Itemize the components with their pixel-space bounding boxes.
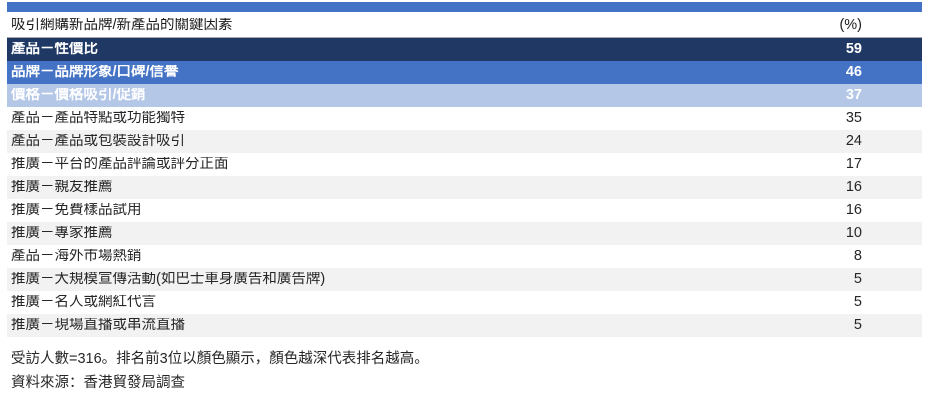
row-label: 推廣－現場直播或串流直播 <box>11 318 185 333</box>
table-row: 推廣－平台的產品評論或評分正面 17 <box>7 153 922 176</box>
row-value: 37 <box>845 87 862 104</box>
row-value: 17 <box>845 156 862 173</box>
table-row: 推廣－免費樣品試用 16 <box>7 199 922 222</box>
table-row: 產品－性價比 59 <box>7 38 922 61</box>
row-label: 產品－產品特點或功能獨特 <box>11 111 185 126</box>
row-label: 推廣－大規模宣傳活動(如巴士車身廣告和廣告牌) <box>11 272 326 287</box>
row-value: 24 <box>845 133 862 150</box>
row-value: 35 <box>845 110 862 127</box>
row-label: 推廣－專家推薦 <box>11 226 113 241</box>
row-label: 品牌－品牌形象/口碑/信譽 <box>11 65 179 80</box>
table-row: 產品－產品特點或功能獨特 35 <box>7 107 922 130</box>
row-label: 產品－海外市場熱銷 <box>11 249 142 264</box>
table-row: 推廣－大規模宣傳活動(如巴士車身廣告和廣告牌) 5 <box>7 268 922 291</box>
row-value: 59 <box>845 41 862 58</box>
table-header-row: 吸引網購新品牌/新產品的關鍵因素 (%) <box>7 14 922 38</box>
table-row: 推廣－名人或網紅代言 5 <box>7 291 922 314</box>
row-label: 推廣－名人或網紅代言 <box>11 295 156 310</box>
row-value: 5 <box>853 271 862 288</box>
table-header-title: 吸引網購新品牌/新產品的關鍵因素 <box>11 18 233 33</box>
row-value: 8 <box>853 248 862 265</box>
row-value: 10 <box>845 225 862 242</box>
row-value: 46 <box>845 64 862 81</box>
table-row: 品牌－品牌形象/口碑/信譽 46 <box>7 61 922 84</box>
figure-notes: 受訪人數=316。排名前3位以顏色顯示，顏色越深代表排名越高。 資料來源：香港貿… <box>7 347 922 395</box>
table-row: 推廣－親友推薦 16 <box>7 176 922 199</box>
table-body: 產品－性價比 59 品牌－品牌形象/口碑/信譽 46 價格－價格吸引/促銷 37 產品－產品… <box>7 38 922 337</box>
accent-top-bar <box>7 2 922 12</box>
row-label: 推廣－平台的產品評論或評分正面 <box>11 157 229 172</box>
table-row: 產品－產品或包裝設計吸引 24 <box>7 130 922 153</box>
note-base: 受訪人數=316。排名前3位以顏色顯示，顏色越深代表排名越高。 <box>11 351 429 367</box>
table-row: 價格－價格吸引/促銷 37 <box>7 84 922 107</box>
table-row: 推廣－現場直播或串流直播 5 <box>7 314 922 337</box>
row-label: 產品－產品或包裝設計吸引 <box>11 134 185 149</box>
row-value: 5 <box>853 294 862 311</box>
row-label: 推廣－免費樣品試用 <box>11 203 142 218</box>
table-header-unit: (%) <box>839 17 862 34</box>
table-row: 推廣－專家推薦 10 <box>7 222 922 245</box>
row-label: 產品－性價比 <box>11 42 98 57</box>
row-label: 推廣－親友推薦 <box>11 180 113 195</box>
note-source: 資料來源：香港貿發局調查 <box>11 375 185 391</box>
row-value: 16 <box>845 179 862 196</box>
data-table: 吸引網購新品牌/新產品的關鍵因素 (%) 產品－性價比 59 品牌－品牌形象/口碑/… <box>7 14 922 337</box>
row-value: 16 <box>845 202 862 219</box>
table-row: 產品－海外市場熱銷 8 <box>7 245 922 268</box>
row-value: 5 <box>853 317 862 334</box>
row-label: 價格－價格吸引/促銷 <box>11 88 146 103</box>
